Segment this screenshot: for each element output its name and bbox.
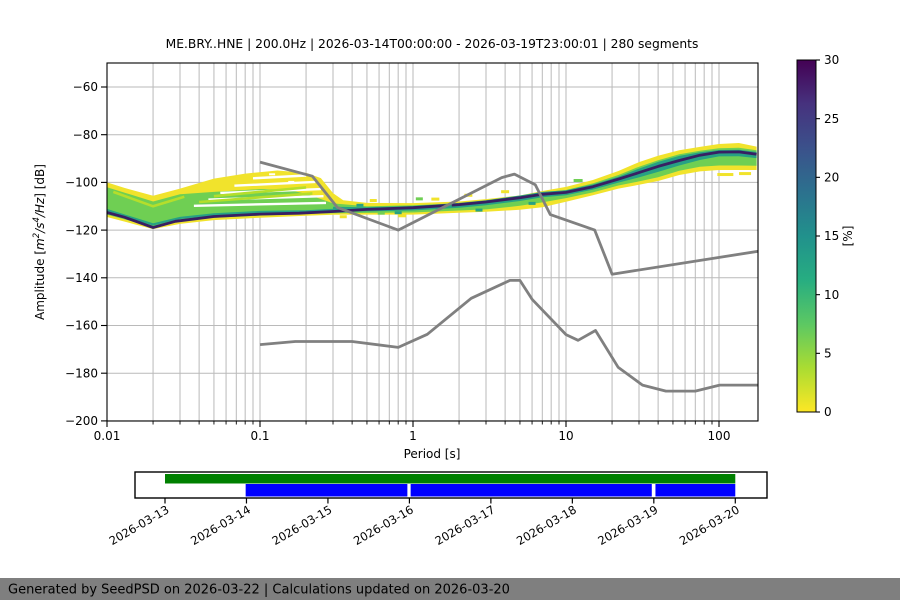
y-tick-label: −180 (65, 366, 98, 380)
ppsd-fleck (339, 215, 347, 219)
colorbar-unit-label: [%] (841, 226, 855, 247)
ppsd-layer-green (107, 147, 757, 227)
colorbar-tick-label: 5 (824, 347, 832, 361)
x-tick-label: 100 (708, 429, 731, 443)
ppsd-fleck (717, 173, 734, 177)
colorbar-tick-label: 25 (824, 112, 839, 126)
colorbar-tick-label: 20 (824, 171, 839, 185)
ppsd-fleck (377, 211, 385, 215)
colorbar-tick-label: 0 (824, 405, 832, 419)
availability-blue-bar (655, 484, 736, 497)
y-tick-label: −160 (65, 319, 98, 333)
ppsd-teal-edge (107, 208, 344, 226)
fan-gap (252, 174, 307, 180)
availability-blue-bar (410, 484, 652, 497)
colorbar-tick-label: 30 (824, 53, 839, 67)
nlnm-line (259, 279, 758, 393)
ppsd-fleck (356, 203, 364, 207)
ppsd-fleck (369, 199, 377, 203)
y-tick-label: −200 (65, 414, 98, 428)
y-axis-label-superscript: 4 (32, 217, 42, 222)
footer-bar (0, 578, 900, 600)
plot-title: ME.BRY..HNE | 200.0Hz | 2026-03-14T00:00… (166, 37, 699, 52)
axes-layer: 0.01 0.1 1 10 100 −60 −80 −100 −120 −140 −160 −180 −… (65, 80, 730, 443)
y-tick-label: −60 (73, 80, 98, 94)
fan-strand (112, 190, 185, 208)
y-tick-label: −140 (65, 271, 98, 285)
ppsd-fleck (475, 208, 483, 212)
grid-layer (106, 63, 758, 422)
nhnm-line (259, 160, 758, 276)
ppsd-fleck (398, 214, 407, 218)
availability-blue-bar (245, 484, 408, 497)
y-tick-label: −100 (65, 176, 98, 190)
x-axis-label: Period [s] (404, 447, 461, 461)
ppsd-fleck (415, 197, 423, 201)
fan-gap (234, 180, 316, 187)
footer-text: Generated by SeedPSD on 2026-03-22 | Cal… (8, 583, 510, 598)
colorbar-tick-label: 10 (824, 288, 839, 302)
plot-frame (106, 62, 759, 422)
colorbar-gradient (796, 59, 817, 413)
y-axis-label-part: /Hz (33, 197, 47, 218)
colorbar-layer: 0 5 10 15 20 25 30 (796, 53, 839, 419)
ppsd-fleck (573, 178, 583, 182)
noise-model-layer (259, 160, 758, 393)
x-tick-label: 1 (409, 429, 417, 443)
ppsd-fleck (739, 172, 752, 176)
y-axis-label: Amplitude [m2/s4/Hz] [dB] (32, 164, 47, 320)
y-axis-label-part: /s (33, 223, 47, 234)
x-tick-label: 10 (558, 429, 573, 443)
fan-strand (213, 186, 307, 198)
fan-gap (193, 201, 327, 207)
ppsd-fleck (269, 173, 276, 176)
x-tick-label: 0.01 (94, 429, 121, 443)
availability-green-bar (165, 474, 736, 484)
y-axis-label-superscript: 2 (32, 233, 42, 238)
y-axis-label-part: m (33, 238, 47, 250)
y-axis-label-part: ] [dB] (33, 164, 47, 198)
y-tick-label: −120 (65, 223, 98, 237)
ppsd-fleck (394, 211, 402, 215)
y-axis-label-part: Amplitude [ (33, 250, 47, 320)
ppsd-mode-curve (107, 150, 757, 229)
y-tick-label: −80 (73, 128, 98, 142)
ppsd-fleck (501, 190, 510, 194)
ppsd-fleck (528, 201, 536, 205)
ppsd-layer-teal (333, 149, 757, 212)
x-tick-label: 0.1 (250, 429, 269, 443)
ppsd-fleck (431, 197, 440, 201)
ppsd-histogram-layer (107, 143, 757, 230)
colorbar-tick-label: 15 (824, 229, 839, 243)
ppsd-fleck (288, 180, 295, 183)
fan-strand (199, 192, 313, 204)
